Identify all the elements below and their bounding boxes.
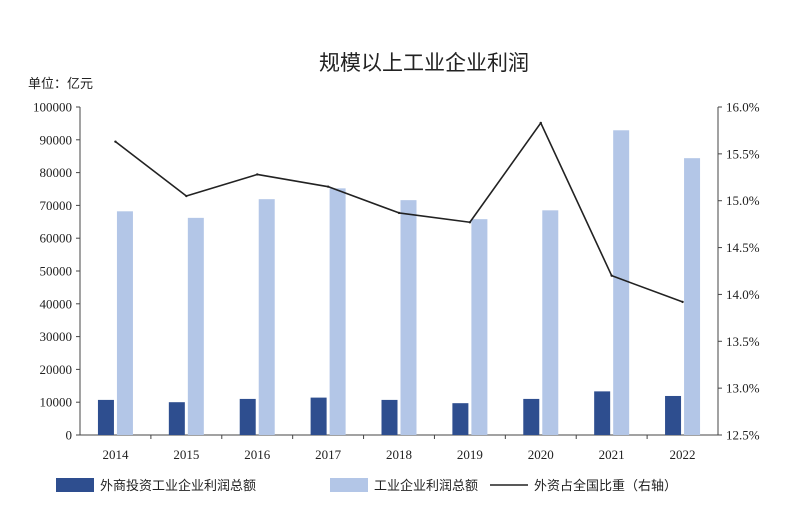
legend-label-2: 外资占全国比重（右轴） [534, 478, 677, 494]
bar-total-2017 [329, 188, 346, 435]
y-left-tick-label: 20000 [40, 362, 73, 377]
y-left-tick-label: 80000 [40, 165, 73, 180]
chart-title: 规模以上工业企业利润 [319, 51, 529, 75]
line-point-2014 [114, 140, 117, 143]
bar-total-2014 [116, 211, 133, 435]
y-left-tick-label: 40000 [40, 296, 73, 311]
y-right-tick-label: 16.0% [726, 100, 760, 115]
legend-label-1: 工业企业利润总额 [374, 478, 478, 494]
bar-foreign-2020 [523, 398, 540, 435]
bar-foreign-2015 [168, 402, 185, 435]
bar-foreign-2014 [97, 399, 114, 435]
bar-foreign-2017 [310, 397, 327, 435]
y-left-tick-label: 10000 [40, 395, 73, 410]
bar-foreign-2018 [381, 399, 398, 435]
y-right-tick-label: 14.0% [726, 287, 760, 302]
y-right-tick-label: 13.5% [726, 334, 760, 349]
y-right-tick-label: 14.5% [726, 240, 760, 255]
bar-total-2016 [258, 199, 275, 435]
legend-swatch-1 [330, 478, 368, 492]
x-tick-label: 2014 [102, 447, 129, 462]
line-point-2020 [539, 121, 542, 125]
x-tick-label: 2019 [457, 447, 483, 462]
line-point-2015 [185, 194, 188, 198]
line-point-2018 [397, 211, 401, 215]
x-tick-label: 2018 [386, 447, 412, 462]
x-tick-label: 2017 [315, 447, 342, 462]
y-left-tick-label: 60000 [40, 231, 73, 246]
bar-total-2019 [471, 219, 488, 435]
line-point-2022 [681, 300, 684, 304]
bar-foreign-2016 [239, 398, 256, 435]
plot-area: 0 10000 20000 30000 40000 50000 60000 70000 8000… [33, 100, 760, 463]
bar-foreign-2021 [594, 391, 611, 435]
line-point-2017 [326, 185, 330, 188]
y-left-tick-label: 90000 [40, 132, 73, 147]
bar-total-2021 [613, 130, 630, 435]
line-point-2019 [468, 221, 472, 224]
bar-total-2022 [684, 158, 701, 435]
line-point-2021 [610, 274, 613, 277]
x-tick-label: 2021 [599, 447, 625, 462]
bar-total-2018 [400, 200, 417, 435]
bar-total-2015 [187, 217, 204, 435]
x-tick-label: 2022 [670, 447, 696, 462]
y-left-tick-label: 100000 [33, 100, 72, 115]
legend: 外商投资工业企业利润总额 工业企业利润总额 外资占全国比重（右轴） [56, 478, 677, 494]
unit-label: 单位：亿元 [28, 77, 93, 92]
line-point-2016 [256, 173, 259, 176]
y-left-tick-label: 0 [66, 428, 73, 443]
y-left-tick-label: 30000 [40, 329, 73, 344]
x-tick-label: 2015 [173, 447, 199, 462]
y-left-tick-label: 50000 [40, 264, 73, 279]
y-right-tick-label: 15.0% [726, 193, 760, 208]
legend-swatch-0 [56, 478, 94, 492]
y-left-tick-label: 70000 [40, 198, 73, 213]
x-tick-label: 2016 [244, 447, 271, 462]
bar-total-2020 [542, 210, 559, 435]
y-right-tick-label: 13.0% [726, 381, 760, 396]
x-tick-label: 2020 [528, 447, 554, 462]
bar-foreign-2022 [665, 395, 682, 435]
bar-foreign-2019 [452, 403, 469, 435]
y-right-tick-label: 15.5% [726, 146, 760, 161]
y-right-tick-label: 12.5% [726, 428, 760, 443]
legend-label-0: 外商投资工业企业利润总额 [100, 478, 256, 494]
